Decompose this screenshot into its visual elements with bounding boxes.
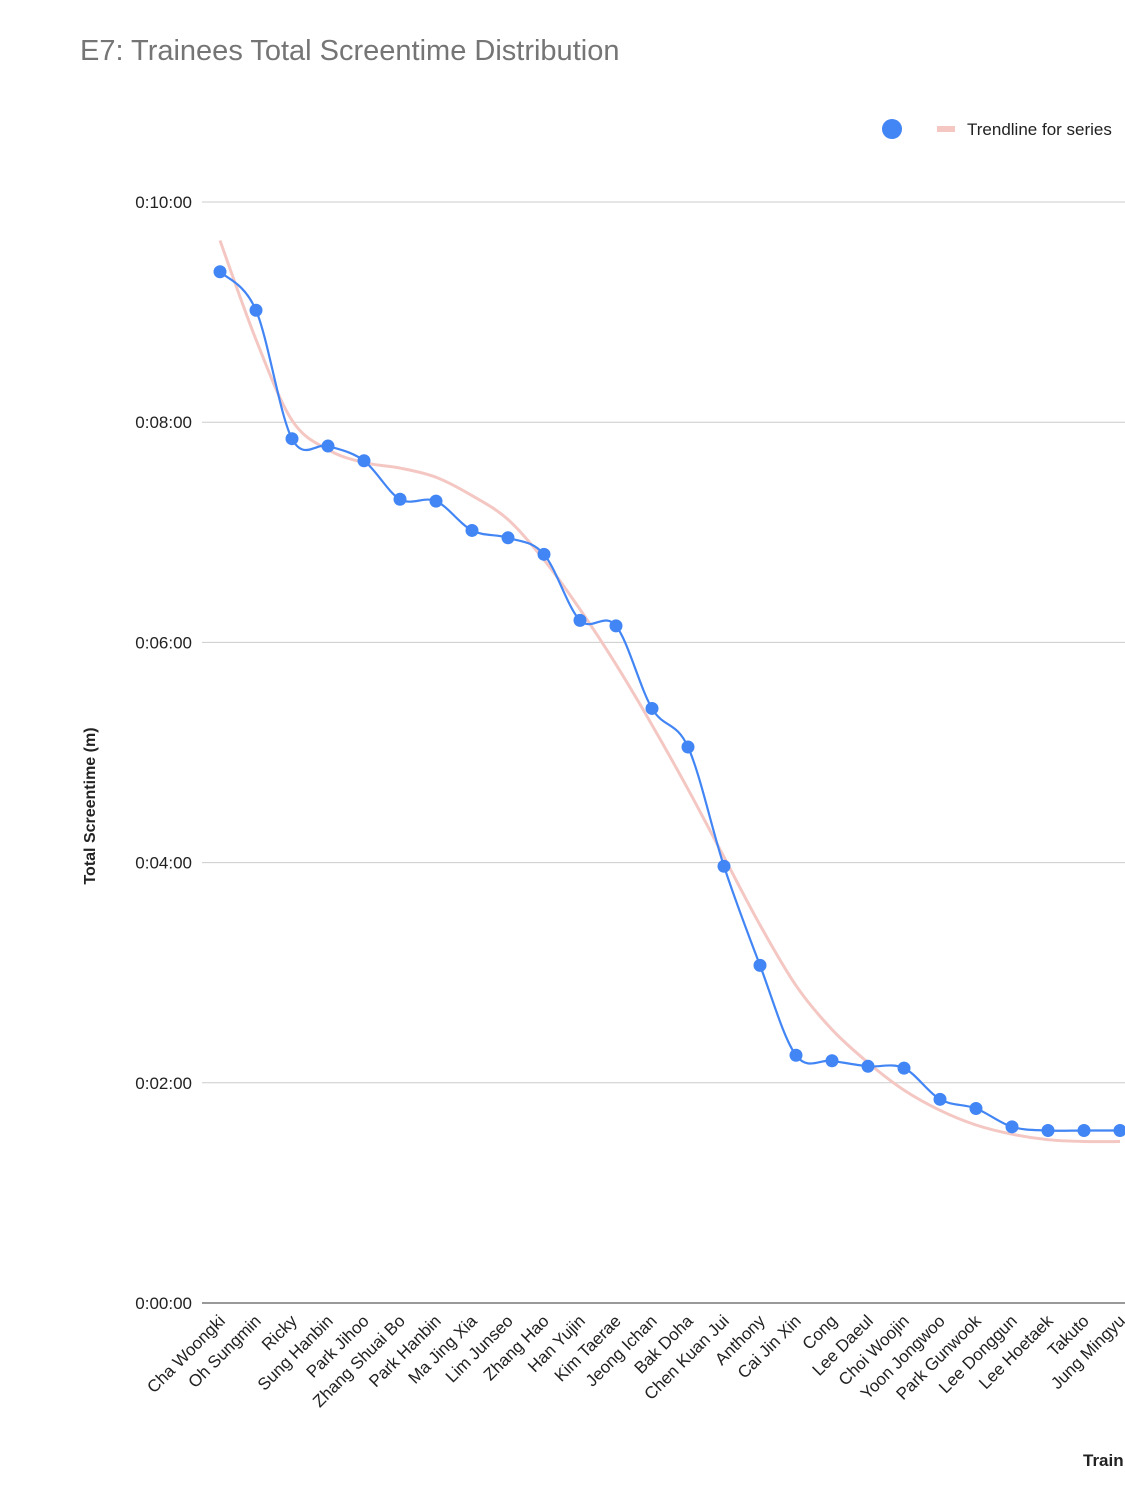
legend-label: Trendline for series [967, 120, 1112, 139]
y-tick-label: 0:06:00 [135, 633, 192, 652]
data-point [501, 531, 515, 545]
data-point [825, 1054, 839, 1068]
y-tick-label: 0:10:00 [135, 193, 192, 212]
legend-key [937, 126, 955, 132]
data-point [429, 494, 443, 508]
x-axis-title: Train [1083, 1451, 1124, 1470]
data-point [1113, 1124, 1125, 1138]
data-point [609, 619, 623, 633]
data-point [573, 613, 587, 627]
chart-title: E7: Trainees Total Screentime Distributi… [80, 35, 619, 67]
y-tick-label: 0:08:00 [135, 413, 192, 432]
y-tick-label: 0:04:00 [135, 854, 192, 873]
data-point [1005, 1120, 1019, 1134]
data-point [789, 1048, 803, 1062]
data-point [753, 958, 767, 972]
legend-key [882, 119, 902, 139]
data-point [897, 1061, 911, 1075]
data-point [717, 859, 731, 873]
data-point [1077, 1124, 1091, 1138]
data-point [861, 1059, 875, 1073]
data-point [645, 701, 659, 715]
data-point [249, 303, 263, 317]
data-point [393, 492, 407, 506]
grid [202, 201, 1125, 1304]
data-point [321, 439, 335, 453]
data-point [969, 1101, 983, 1115]
trendline [218, 240, 1121, 1144]
data-point [285, 432, 299, 446]
data-point [537, 547, 551, 561]
y-axis-title: Total Screentime (m) [82, 727, 99, 884]
data-point [465, 523, 479, 537]
data-point [933, 1092, 947, 1106]
data-point [213, 265, 227, 279]
series-line [219, 270, 1120, 1132]
data-point [681, 740, 695, 754]
y-tick-label: 0:02:00 [135, 1074, 192, 1093]
data-point [1041, 1124, 1055, 1138]
data-point [357, 454, 371, 468]
y-tick-label: 0:00:00 [135, 1294, 192, 1313]
